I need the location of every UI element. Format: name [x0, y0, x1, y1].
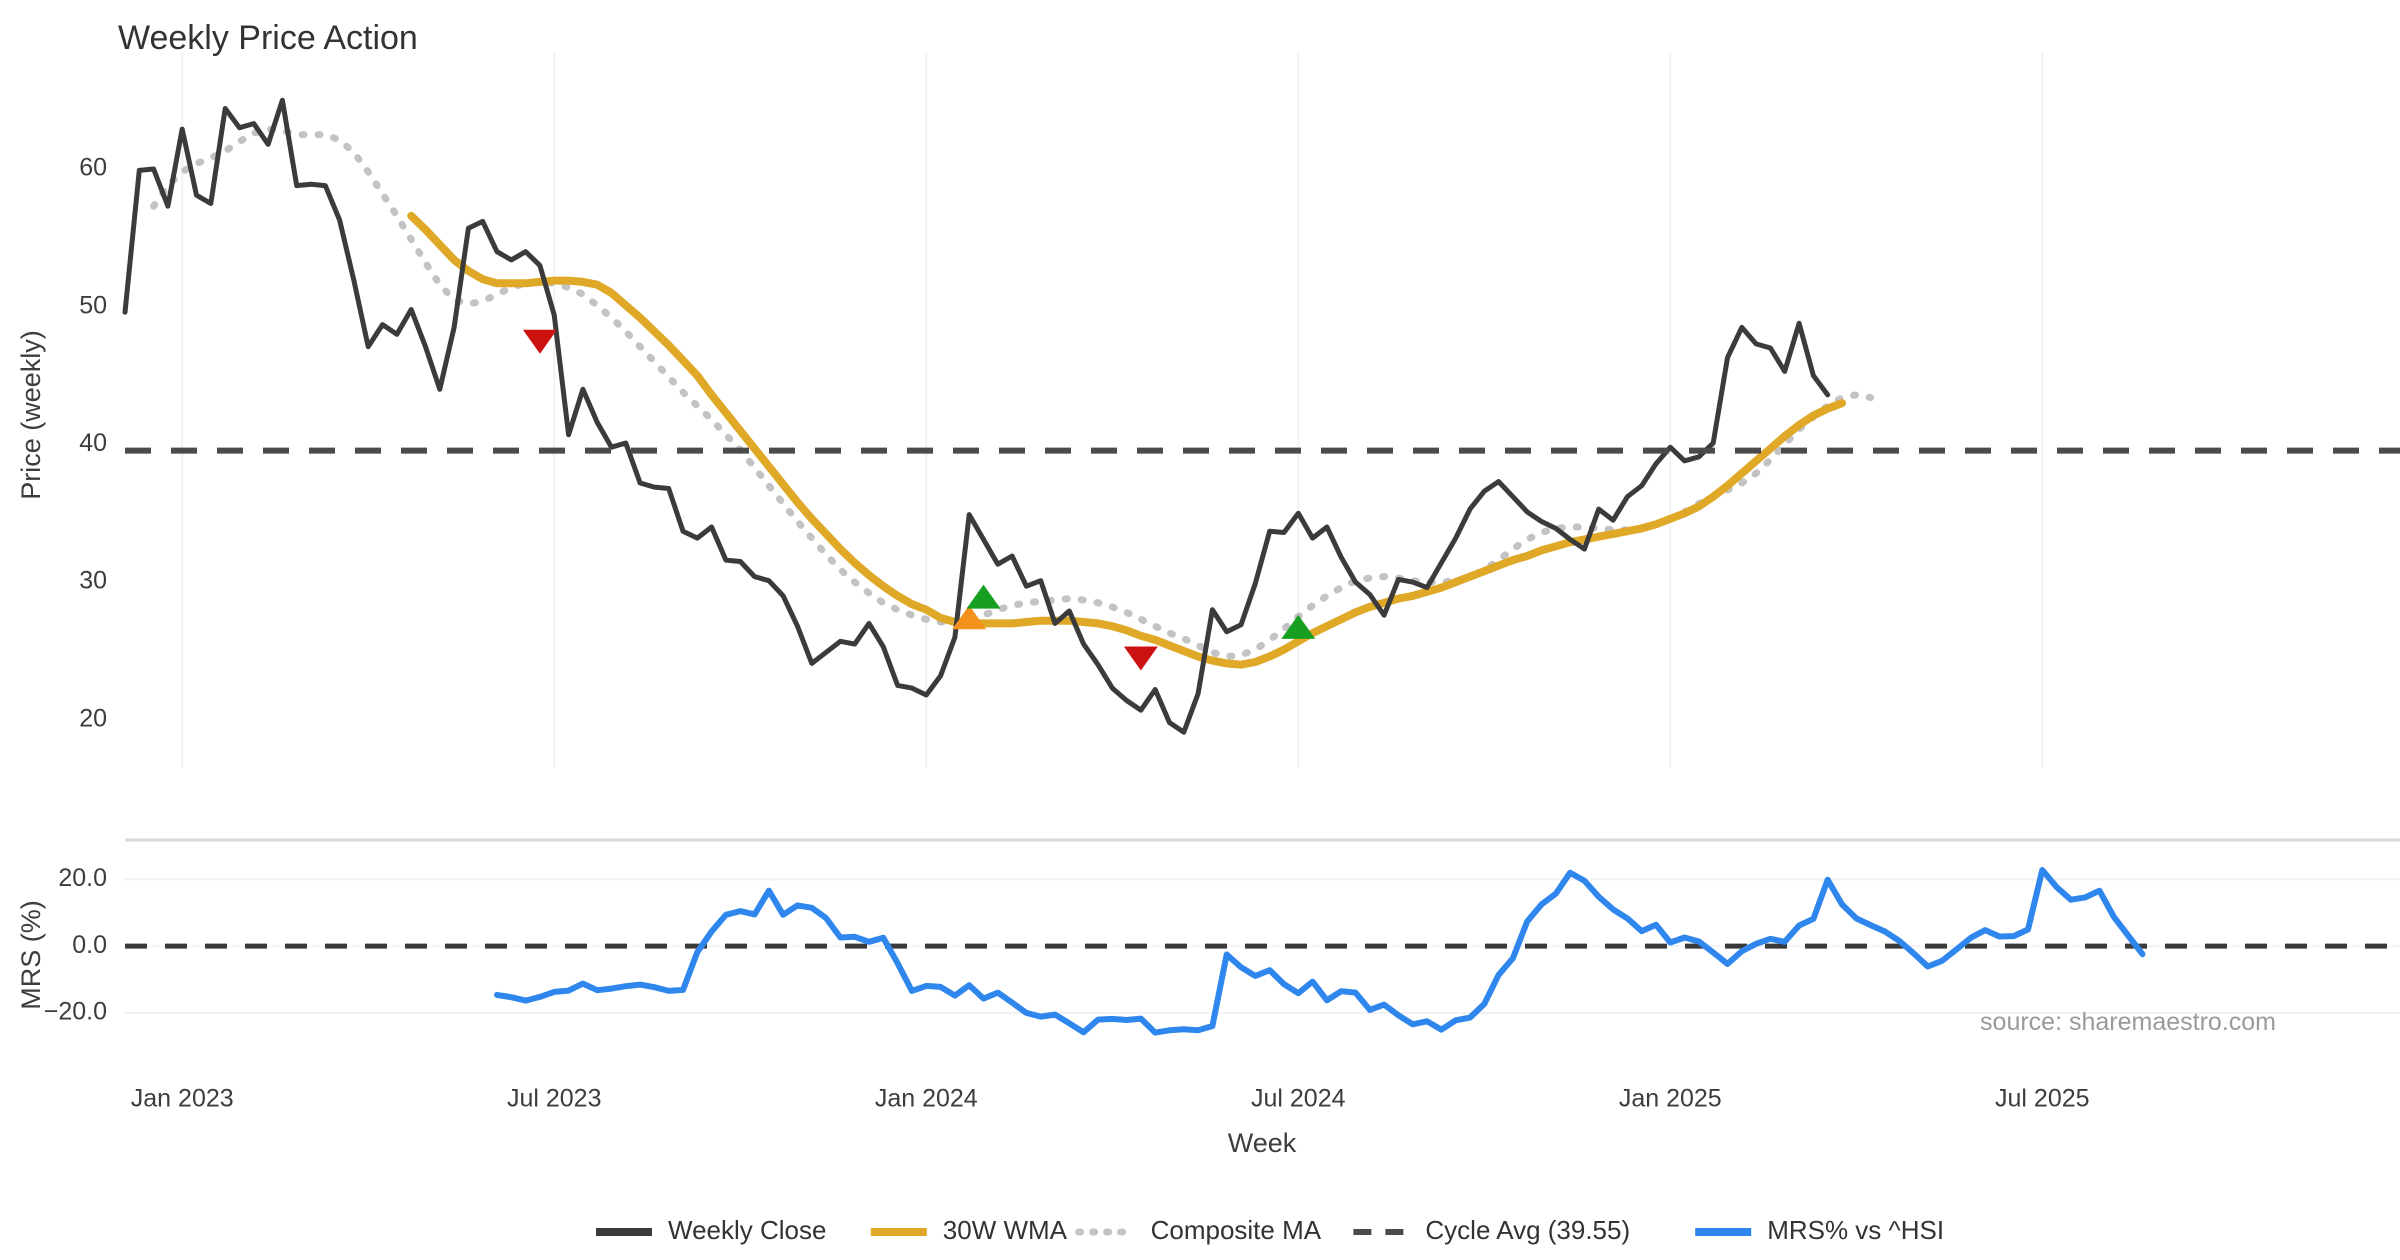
price-y-tick: 50	[79, 291, 107, 319]
legend-label: Composite MA	[1151, 1215, 1322, 1245]
legend-label: 30W WMA	[943, 1215, 1068, 1245]
mrs-axis-label: MRS (%)	[16, 900, 46, 1010]
series-weekly-close	[122, 97, 1831, 735]
legend-weekly-close: Weekly Close	[596, 1215, 826, 1245]
series-mrs-vs-hsi	[494, 867, 2146, 1036]
marker-buy-signal	[1281, 614, 1316, 639]
price-gridlines	[181, 52, 2044, 768]
x-tick: Jan 2023	[131, 1085, 234, 1113]
legend-cycle-avg: Cycle Avg (39.55)	[1353, 1215, 1630, 1245]
price-axis-label: Price (weekly)	[16, 330, 46, 500]
marker-warn-signal	[952, 605, 987, 630]
marker-sell-signal	[522, 329, 557, 354]
mrs-y-tick: −20.0	[44, 998, 107, 1026]
marker-buy-signal	[966, 584, 1001, 609]
signal-markers-group	[522, 329, 1316, 671]
legend-mrs: MRS% vs ^HSI	[1695, 1215, 1944, 1245]
price-y-tick: 30	[79, 567, 107, 595]
price-y-tick: 20	[79, 704, 107, 732]
price-y-tick: 60	[79, 154, 107, 182]
legend-label: Weekly Close	[668, 1215, 826, 1245]
x-tick-group: Jan 2023 Jul 2023 Jan 2024 Jul 2024 Jan 2025…	[131, 1085, 2090, 1113]
mrs-series-group	[125, 867, 2400, 1036]
price-y-tick-group: 20 30 40 50 60	[79, 154, 107, 733]
mrs-y-tick-group: −20.0 0.0 20.0	[44, 864, 107, 1026]
source-watermark: source: sharemaestro.com	[1980, 1008, 2276, 1036]
legend-label: Cycle Avg (39.55)	[1425, 1215, 1630, 1245]
x-tick: Jan 2025	[1619, 1085, 1722, 1113]
price-series-group	[122, 97, 2400, 735]
legend-30w-wma: 30W WMA	[870, 1215, 1068, 1245]
x-axis-label: Week	[1228, 1128, 1297, 1158]
legend-label: MRS% vs ^HSI	[1767, 1215, 1944, 1245]
x-tick: Jul 2023	[507, 1085, 602, 1113]
mrs-y-tick: 0.0	[72, 931, 107, 959]
price-y-tick: 40	[79, 429, 107, 457]
marker-sell-signal	[1123, 646, 1158, 671]
x-tick: Jul 2024	[1251, 1085, 1346, 1113]
page-title: Weekly Price Action	[118, 19, 418, 57]
legend-composite-ma: Composite MA	[1075, 1215, 1322, 1245]
chart-legend: Weekly Close 30W WMA Composite MA Cycle Avg…	[596, 1215, 1944, 1245]
x-tick: Jul 2025	[1995, 1085, 2090, 1113]
series-30w-wma	[407, 211, 1846, 669]
mrs-y-tick: 20.0	[58, 864, 107, 892]
x-tick: Jan 2024	[875, 1085, 978, 1113]
